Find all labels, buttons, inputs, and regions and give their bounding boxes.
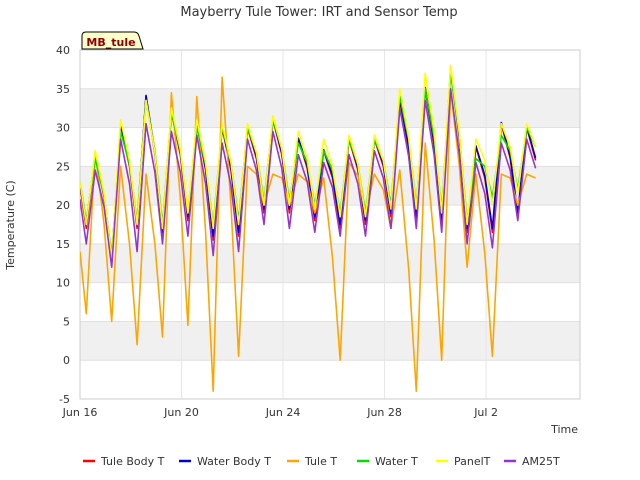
y-tick-label: 10	[56, 277, 70, 290]
y-tick-label: 25	[56, 160, 70, 173]
chart-title: Mayberry Tule Tower: IRT and Sensor Temp	[180, 5, 457, 20]
mb-tule-badge: MB_tule	[81, 31, 144, 50]
legend-label: Water Body T	[197, 455, 271, 468]
legend-label: Water T	[375, 455, 418, 468]
x-tick-label: Jul 2	[473, 406, 498, 419]
badge-shape	[81, 31, 144, 50]
x-axis-label: Time	[550, 423, 578, 436]
legend-label: PanelT	[454, 455, 491, 468]
legend-label: Tule T	[304, 455, 337, 468]
x-tick-label: Jun 20	[163, 406, 199, 419]
x-tick-label: Jun 24	[265, 406, 301, 419]
y-axis-ticks: -5 0 5 10 15 20 25 30 35 40	[56, 44, 70, 406]
legend-label: AM25T	[522, 455, 560, 468]
y-tick-label: 30	[56, 122, 70, 135]
badge-label: MB_tule	[86, 36, 135, 49]
x-tick-label: Jun 28	[366, 406, 402, 419]
plot-band	[80, 88, 580, 128]
y-tick-label: 0	[63, 354, 70, 367]
y-tick-label: -5	[59, 393, 70, 406]
y-tick-label: 40	[56, 44, 70, 57]
legend: Tule Body T Water Body T Tule T Water T Pane…	[83, 455, 560, 468]
y-tick-label: 15	[56, 238, 70, 251]
plot-frame	[79, 49, 581, 400]
legend-label: Tule Body T	[100, 455, 165, 468]
y-tick-label: 5	[63, 315, 70, 328]
y-axis-label: Temperature (C)	[4, 180, 17, 270]
y-tick-label: 20	[56, 199, 70, 212]
series-line	[80, 64, 537, 261]
series-lines	[80, 64, 537, 392]
x-tick-label: Jun 16	[62, 406, 98, 419]
y-tick-label: 35	[56, 83, 70, 96]
x-axis-ticks: Jun 16 Jun 20 Jun 24 Jun 28 Jul 2	[62, 406, 498, 419]
plot-band	[80, 321, 580, 361]
series-line	[80, 88, 537, 268]
